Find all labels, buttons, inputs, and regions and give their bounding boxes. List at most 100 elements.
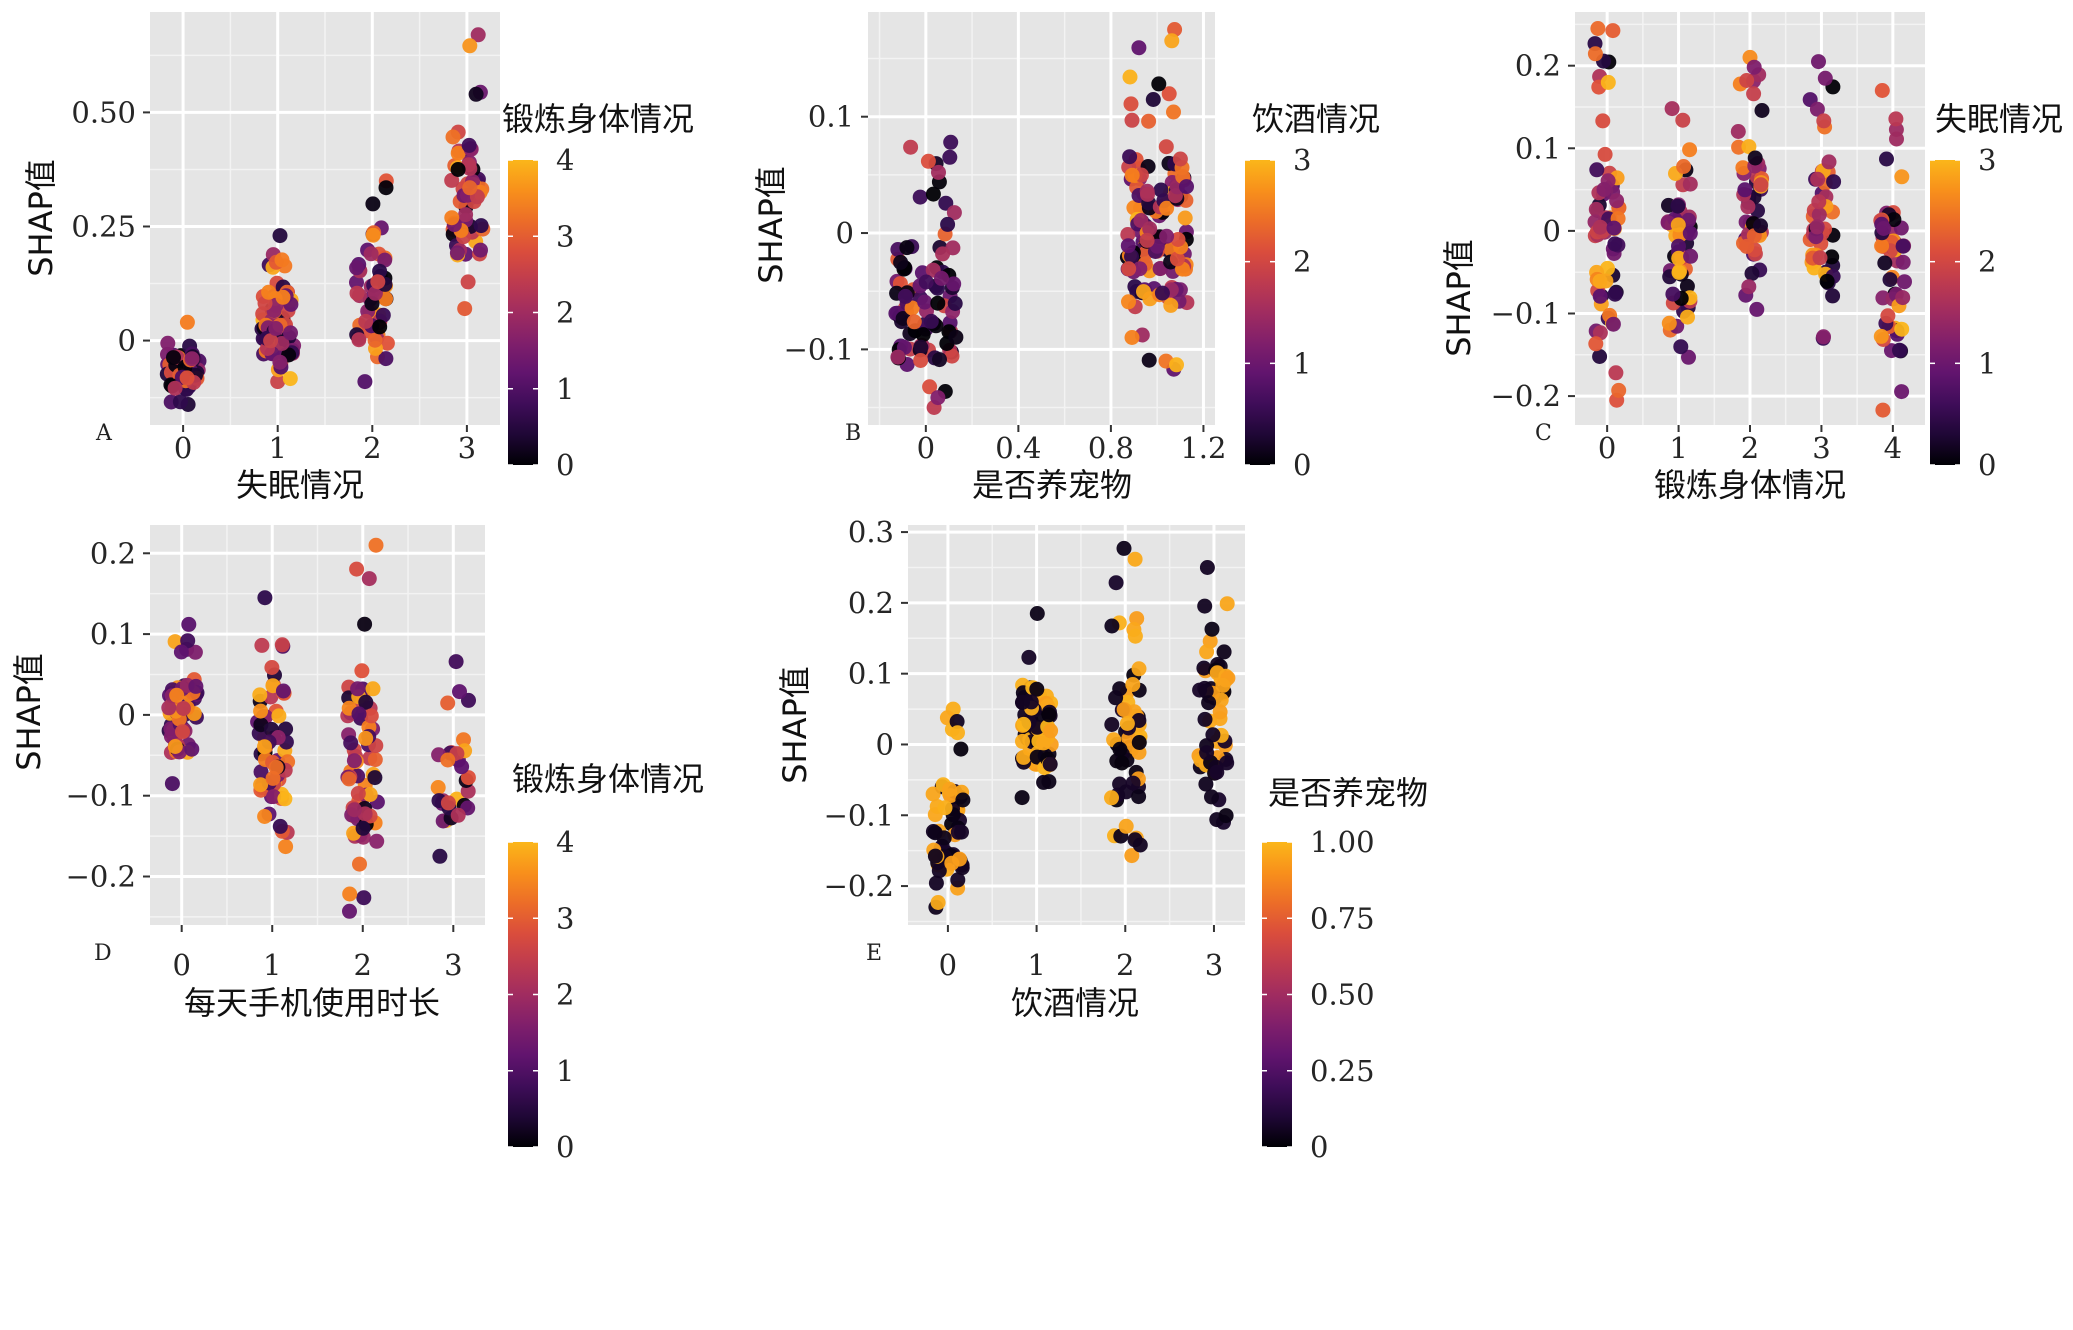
colorbar-label: 3 — [556, 901, 574, 935]
data-point — [1754, 103, 1770, 118]
data-point — [1811, 207, 1827, 223]
data-point — [173, 644, 189, 660]
data-point — [263, 333, 279, 349]
y-tick-label: 0.2 — [90, 536, 136, 570]
data-point — [169, 687, 185, 703]
data-point — [1605, 316, 1621, 332]
data-point — [180, 633, 196, 649]
data-point — [1592, 273, 1608, 289]
y-tick-label: 0 — [1543, 214, 1561, 248]
data-point — [1661, 315, 1677, 331]
colorbar-label: 0.25 — [1310, 1054, 1375, 1088]
data-point — [440, 695, 456, 711]
data-point — [930, 390, 946, 406]
y-tick-label: 0.25 — [71, 209, 136, 243]
data-point — [254, 637, 270, 653]
y-tick-label: 0 — [836, 216, 854, 250]
data-point — [1682, 142, 1698, 158]
y-tick-label: −0.1 — [1491, 296, 1561, 330]
data-point — [950, 872, 966, 888]
colorbar-label: 1 — [1293, 346, 1311, 380]
data-point — [282, 371, 298, 387]
data-point — [1876, 221, 1892, 236]
colorbar — [1930, 160, 1960, 465]
colorbar-label: 2 — [556, 296, 574, 330]
data-point — [257, 739, 272, 755]
data-point — [1120, 227, 1136, 242]
data-point — [430, 780, 446, 795]
y-tick-label: 0 — [876, 727, 894, 761]
data-point — [1605, 23, 1621, 39]
data-point — [355, 820, 371, 836]
data-point — [1159, 200, 1175, 216]
data-point — [1821, 154, 1837, 170]
data-point — [1151, 76, 1167, 92]
colorbar-label: 3 — [556, 219, 574, 253]
data-point — [444, 210, 460, 226]
data-point — [906, 314, 922, 330]
data-point — [1735, 160, 1751, 176]
data-point — [1131, 661, 1147, 677]
data-point — [1810, 171, 1826, 187]
data-point — [1163, 297, 1179, 313]
data-point — [1198, 776, 1214, 792]
data-point — [175, 701, 191, 716]
data-point — [913, 353, 929, 368]
data-point — [184, 351, 200, 367]
x-tick-label: 1 — [1027, 948, 1045, 982]
panel-a: 0 1 2 3 0 0.25 0.50 失眠情况 SHAP值 A 锻炼身体情况 0 1 2 3 4 — [22, 12, 694, 504]
data-point — [1609, 193, 1625, 209]
data-point — [358, 730, 374, 746]
data-point — [918, 274, 934, 290]
data-point — [1892, 342, 1907, 358]
data-point — [1588, 336, 1604, 352]
colorbar-label: 3 — [1293, 143, 1311, 177]
data-point — [1029, 681, 1045, 697]
data-point — [172, 394, 188, 410]
data-point — [1124, 167, 1140, 183]
data-point — [1199, 560, 1215, 575]
data-point — [1819, 273, 1835, 289]
data-point — [450, 162, 466, 177]
x-tick-label: 0.8 — [1088, 431, 1134, 465]
data-point — [1108, 575, 1124, 591]
data-point — [1159, 228, 1175, 244]
data-point — [1016, 749, 1032, 765]
data-point — [351, 706, 367, 722]
x-axis-title: 锻炼身体情况 — [1654, 466, 1846, 504]
data-point — [457, 301, 473, 317]
x-tick-label: 0 — [174, 431, 192, 465]
data-point — [378, 351, 394, 367]
data-point — [1196, 660, 1212, 676]
data-point — [1219, 755, 1235, 771]
data-point — [184, 741, 200, 757]
panel-letter: D — [94, 941, 112, 966]
x-tick-label: 3 — [1205, 948, 1223, 982]
x-tick-label: 3 — [444, 948, 462, 982]
data-point — [1197, 598, 1213, 614]
data-point — [1119, 716, 1135, 731]
data-point — [1201, 695, 1217, 711]
data-point — [363, 708, 379, 724]
y-tick-label: 0.1 — [848, 657, 894, 691]
data-point — [1741, 139, 1757, 155]
data-point — [1753, 177, 1769, 193]
data-point — [1816, 329, 1831, 345]
data-point — [925, 186, 941, 202]
data-point — [167, 380, 183, 396]
data-point — [473, 218, 489, 234]
data-point — [1204, 789, 1219, 805]
colorbar-label: 1.00 — [1310, 825, 1375, 859]
data-point — [253, 777, 269, 793]
data-point — [349, 561, 365, 577]
data-point — [268, 321, 284, 336]
colorbar-label: 1 — [556, 1054, 574, 1088]
data-point — [1219, 596, 1235, 612]
data-point — [1826, 174, 1842, 190]
data-point — [1124, 112, 1140, 128]
data-point — [1894, 321, 1910, 337]
data-point — [1873, 328, 1889, 344]
data-point — [1141, 113, 1157, 129]
data-point — [445, 129, 461, 145]
data-point — [1023, 694, 1039, 710]
